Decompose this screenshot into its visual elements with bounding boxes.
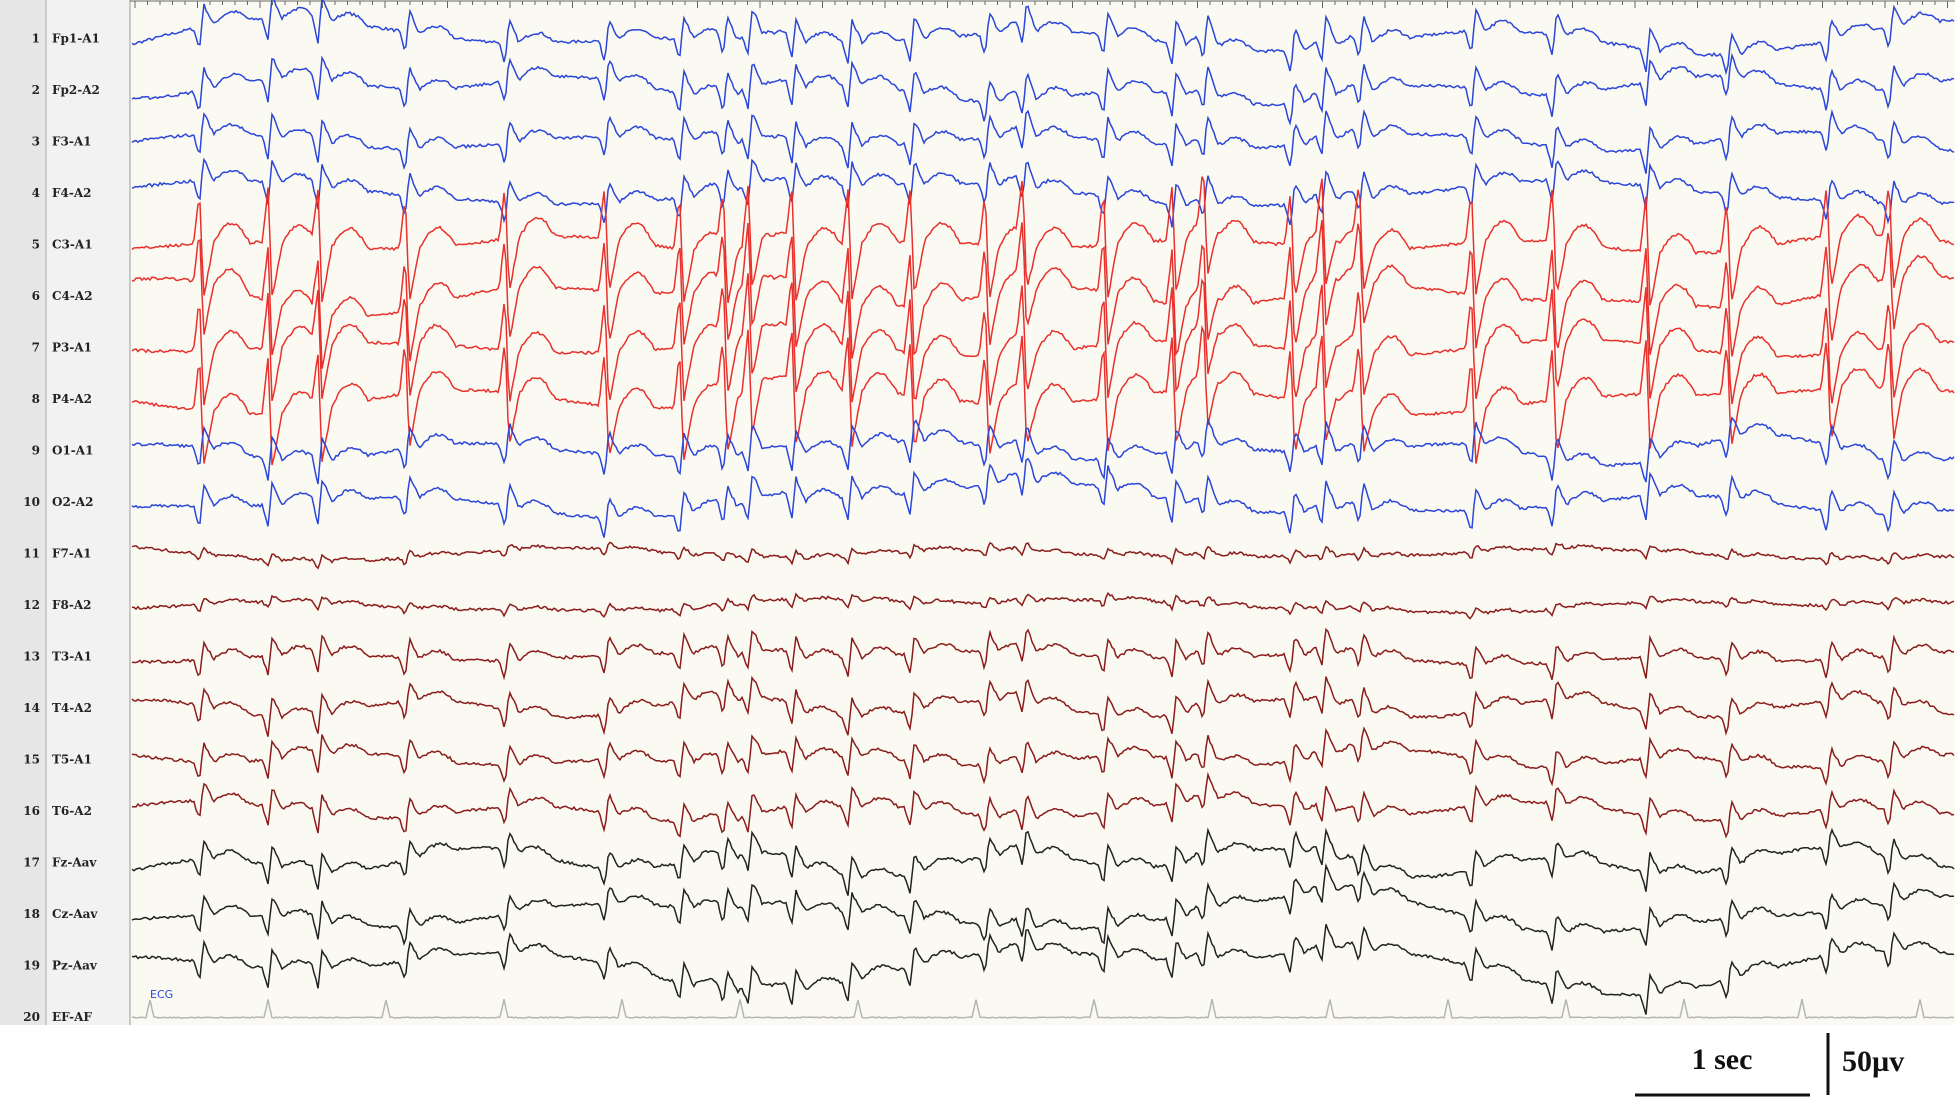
- channel-number: 4: [32, 186, 40, 200]
- eeg-trace: [131, 541, 1955, 570]
- channel-number: 10: [23, 495, 40, 509]
- channel-number: 7: [32, 341, 40, 355]
- channel-number: 3: [32, 135, 40, 149]
- channel-label: C3-A1: [52, 238, 93, 252]
- eeg-trace: [131, 416, 1955, 485]
- number-column: [0, 0, 46, 1025]
- eeg-trace: [131, 591, 1955, 620]
- channel-label: F8-A2: [52, 598, 92, 612]
- eeg-trace: [131, 457, 1955, 538]
- eeg-trace: [131, 863, 1954, 951]
- channel-number: 11: [23, 547, 40, 561]
- channel-label: F4-A2: [52, 186, 92, 200]
- time-scale-label: 1 sec: [1692, 1043, 1753, 1076]
- channel-label: F3-A1: [52, 135, 92, 149]
- channel-label: P3-A1: [52, 341, 92, 355]
- channel-number: 17: [23, 856, 40, 870]
- channel-label: F7-A1: [52, 547, 92, 561]
- channel-label: Fp2-A2: [52, 83, 100, 97]
- channel-label: T3-A1: [52, 650, 92, 664]
- ecg-marker: ECG: [150, 988, 173, 1001]
- channel-number: 2: [32, 83, 40, 97]
- channel-label: O1-A1: [52, 444, 93, 458]
- channel-label: T4-A2: [52, 701, 92, 715]
- channel-number: 14: [23, 701, 40, 715]
- channel-label: C4-A2: [52, 289, 93, 303]
- channel-label: Cz-Aav: [52, 907, 98, 921]
- channel-number: 8: [32, 392, 40, 406]
- eeg-trace: [131, 827, 1955, 896]
- channel-label: O2-A2: [52, 495, 93, 509]
- channel-number: 12: [23, 598, 40, 612]
- eeg-trace: [131, 52, 1955, 127]
- channel-number: 15: [23, 753, 40, 767]
- channel-label: Fz-Aav: [52, 856, 97, 870]
- channel-label: Fp1-A1: [52, 32, 100, 46]
- eeg-trace: [132, 771, 1955, 839]
- label-column: [46, 0, 130, 1025]
- channel-number: 13: [23, 650, 40, 664]
- eeg-trace: [131, 176, 1955, 306]
- channel-label: T6-A2: [52, 804, 92, 818]
- eeg-trace: [131, 273, 1955, 406]
- eeg-trace: [131, 157, 1955, 228]
- channel-label: T5-A1: [52, 753, 92, 767]
- trace-area: [0, 0, 1955, 1025]
- eeg-trace: [131, 923, 1955, 1015]
- channel-label: P4-A2: [52, 392, 92, 406]
- channel-number: 16: [23, 804, 40, 818]
- eeg-trace: [131, 0, 1955, 76]
- channel-number: 9: [32, 444, 40, 458]
- channel-number: 6: [32, 289, 40, 303]
- channel-number: 18: [23, 907, 40, 921]
- eeg-trace: [131, 324, 1955, 466]
- eeg-trace: [131, 726, 1955, 787]
- channel-label: Pz-Aav: [52, 959, 98, 973]
- eeg-trace: [131, 219, 1955, 369]
- channel-number: 20: [23, 1010, 40, 1024]
- eeg-trace: [131, 108, 1955, 174]
- channel-number: 19: [23, 959, 40, 973]
- amplitude-scale-label: 50µv: [1842, 1045, 1904, 1078]
- eeg-trace: [131, 675, 1955, 737]
- channel-label: EF-AF: [52, 1010, 92, 1024]
- channel-number: 1: [32, 32, 40, 46]
- eeg-trace: [131, 627, 1955, 681]
- channel-number: 5: [32, 238, 40, 252]
- eeg-trace: [131, 998, 1954, 1020]
